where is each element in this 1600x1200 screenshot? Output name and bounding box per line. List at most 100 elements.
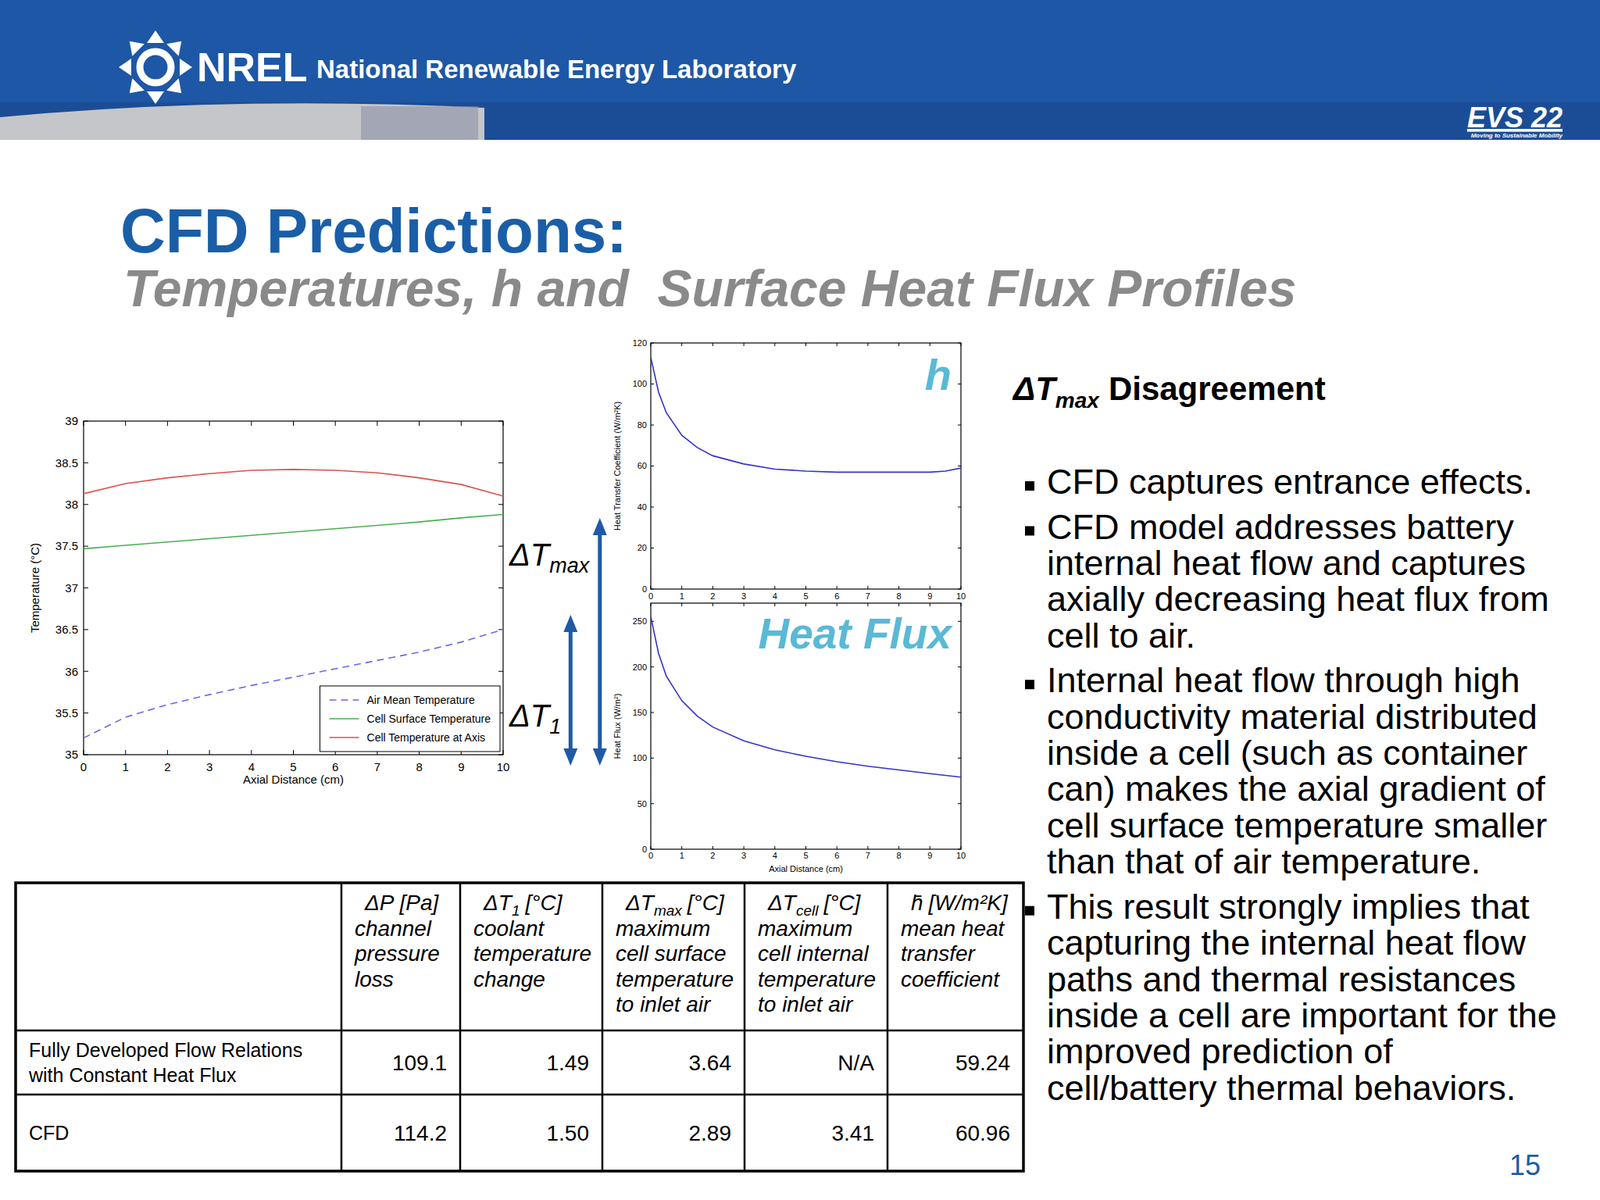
y-tick <box>83 421 89 422</box>
x-tick <box>292 750 294 755</box>
annotation-symbol: ΔT <box>508 537 552 572</box>
y-tick <box>650 425 654 426</box>
y-tick-label: 39 <box>64 414 79 428</box>
text-line: maximum <box>615 916 711 941</box>
column-description: coolanttemperaturechange <box>473 916 592 992</box>
x-tick <box>960 342 962 347</box>
table: ΔP[Pa]channelpressurelossΔT1[°C]coolantt… <box>15 882 1024 1172</box>
x-axis-title: Axial Distance (cm) <box>242 772 344 786</box>
y-tick <box>650 849 654 850</box>
legend-label: Cell Temperature at Axis <box>367 731 486 744</box>
x-tick <box>650 342 652 347</box>
text-line: paths and thermal resistances <box>1046 959 1516 1000</box>
x-tick <box>898 585 900 590</box>
x-tick <box>929 846 931 850</box>
unit: [°C] <box>524 890 563 915</box>
x-tick-label: 5 <box>803 591 808 601</box>
y-tick-label: 0 <box>642 584 647 594</box>
symbol: ΔT <box>482 890 514 915</box>
x-tick <box>836 585 838 590</box>
bullet-text: This result strongly implies thatcapturi… <box>1046 886 1558 1108</box>
table-rule <box>886 882 890 1172</box>
table-rule <box>340 882 343 1172</box>
x-tick-label: 1 <box>679 591 685 601</box>
annotation-symbol: ΔT <box>508 698 552 733</box>
y-tick <box>83 712 89 714</box>
header-bar <box>0 0 1600 103</box>
x-tick <box>167 750 168 755</box>
text-line: CFD model addresses battery <box>1046 507 1515 547</box>
logo-ring <box>139 51 172 83</box>
x-tick <box>743 342 745 347</box>
table-rule <box>743 882 747 1172</box>
y-tick <box>498 587 504 589</box>
table-cell: 109.1 <box>392 1050 447 1075</box>
annotation-subscript: 1 <box>549 714 561 739</box>
x-tick <box>712 585 714 590</box>
column-symbol: ΔP[Pa] <box>364 890 440 915</box>
y-tick-label: 250 <box>632 616 647 626</box>
logo-arrow <box>146 30 165 43</box>
text-line: coolant <box>473 916 546 941</box>
legend-label: Air Mean Temperature <box>367 693 475 707</box>
y-tick-label: 38 <box>64 497 79 511</box>
column-symbol: ΔTcell[°C] <box>767 890 862 919</box>
y-tick <box>650 342 654 344</box>
x-tick <box>650 603 652 607</box>
x-tick-label: 2 <box>710 591 715 601</box>
x-tick <box>929 585 931 590</box>
y-tick <box>957 547 961 549</box>
x-tick-label: 4 <box>772 850 778 861</box>
x-tick-label: 0 <box>80 760 87 774</box>
text-line: temperature <box>615 967 734 992</box>
table-cell: 3.64 <box>689 1050 733 1075</box>
table-cell: 2.89 <box>689 1121 733 1146</box>
y-tick-label: 35.5 <box>55 706 79 720</box>
text-line: mean heat <box>900 916 1006 941</box>
series-line <box>83 629 504 739</box>
x-tick <box>83 750 85 755</box>
y-tick <box>957 803 961 804</box>
x-tick <box>743 846 745 850</box>
y-tick <box>957 383 961 385</box>
y-tick-label: 50 <box>637 799 647 809</box>
column-description: mean heattransfercoefficient <box>900 916 1006 992</box>
x-tick <box>209 750 211 755</box>
x-tick <box>712 603 714 607</box>
text-line: Fully Developed Flow Relations <box>28 1039 303 1061</box>
y-tick-label: 36 <box>64 664 79 679</box>
text-line: internal heat flow and captures <box>1046 542 1526 583</box>
row-label: Fully Developed Flow Relationswith Const… <box>28 1039 303 1086</box>
text-line: cell surface temperature smaller <box>1046 805 1547 846</box>
x-tick-label: 9 <box>927 850 933 861</box>
y-tick-label: 36.5 <box>55 622 79 636</box>
x-tick <box>292 421 294 426</box>
plot-frame <box>83 421 504 755</box>
y-tick <box>83 546 89 547</box>
text-line: coefficient <box>900 967 1000 992</box>
x-tick <box>503 421 504 426</box>
annotation: h <box>925 350 952 400</box>
y-tick <box>498 546 504 547</box>
arrow-head <box>592 748 608 766</box>
y-tick <box>650 465 654 467</box>
x-tick <box>867 342 868 347</box>
symbol: ΔT <box>625 890 656 915</box>
x-tick <box>209 421 211 426</box>
y-tick <box>957 849 961 850</box>
text-line: than that of air temperature. <box>1046 841 1481 882</box>
x-tick-label: 5 <box>803 850 808 861</box>
logo-arrow <box>166 41 182 57</box>
x-tick <box>960 585 962 590</box>
x-tick <box>805 342 807 347</box>
x-tick <box>929 342 931 347</box>
y-tick <box>957 666 961 668</box>
y-tick-label: 100 <box>632 378 647 389</box>
text-line: transfer <box>900 941 977 966</box>
y-tick <box>498 503 504 505</box>
plot-area <box>83 469 504 739</box>
series-line <box>650 357 961 472</box>
symbol: ΔP <box>364 890 395 915</box>
x-axis-title: Axial Distance (cm) <box>768 864 843 874</box>
x-tick-label: 8 <box>415 760 422 774</box>
